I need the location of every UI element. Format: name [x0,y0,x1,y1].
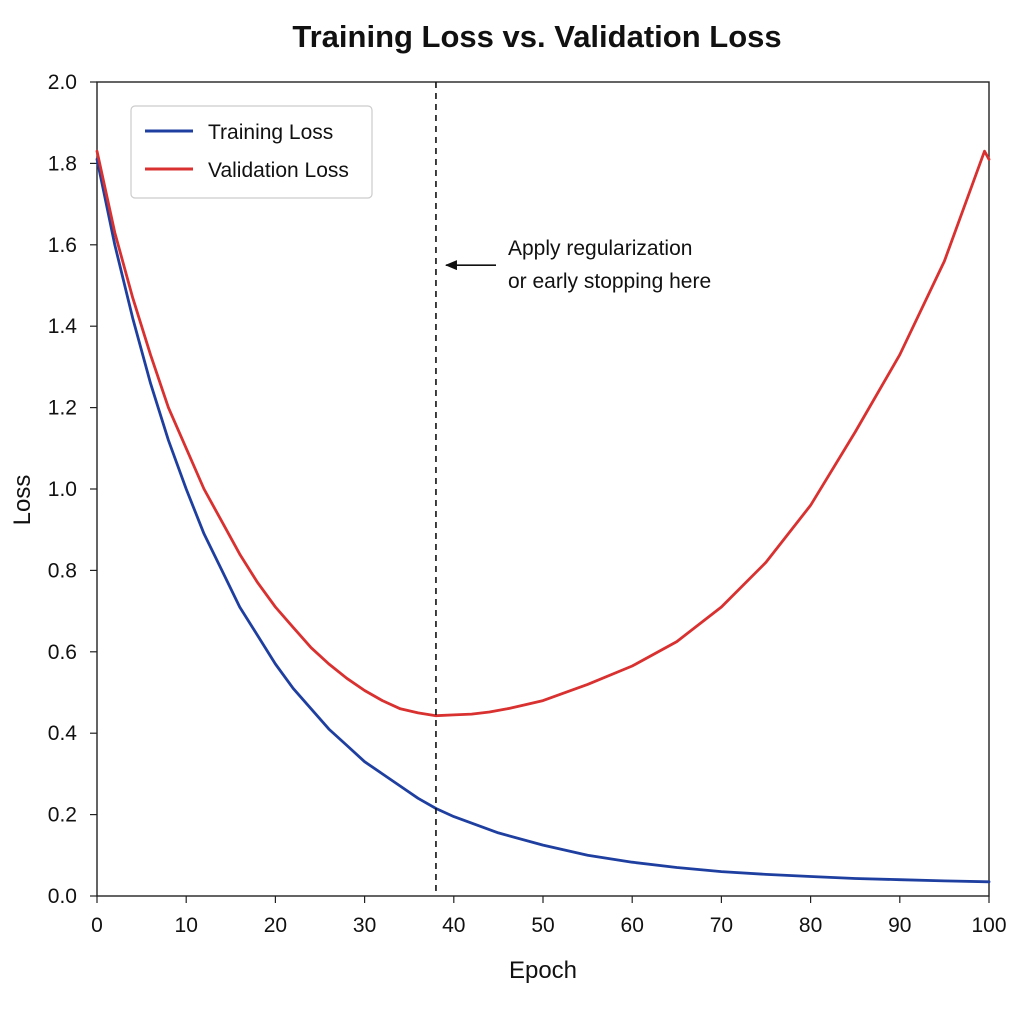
x-tick-label: 10 [175,914,198,937]
y-tick-label: 1.0 [48,478,77,501]
x-tick-label: 30 [353,914,376,937]
plot-area [96,81,990,897]
y-axis-label: Loss [9,475,36,526]
x-tick-label: 100 [971,914,1006,937]
x-tick-label: 60 [621,914,644,937]
chart-title: Training Loss vs. Validation Loss [292,19,781,54]
series-layer [95,149,991,884]
x-tick-label: 0 [91,914,103,937]
y-tick-label: 2.0 [48,71,77,94]
annotation-line-1: Apply regularization [508,237,692,260]
annotation-line-2: or early stopping here [508,270,711,293]
validation-loss-line [95,149,991,718]
annotation: Apply regularization or early stopping h… [444,237,711,293]
y-tick-label: 0.6 [48,641,77,664]
x-tick-label: 90 [888,914,911,937]
y-tick-label: 1.2 [48,397,77,420]
y-tick-label: 1.4 [48,315,78,338]
x-tick-label: 70 [710,914,733,937]
legend-label-validation: Validation Loss [208,159,349,182]
x-tick-label: 80 [799,914,822,937]
y-axis: 0.0 0.2 0.4 0.6 0.8 1.0 1.2 1.4 1.6 1.8 2.0 [48,71,97,908]
y-tick-label: 1.6 [48,234,77,257]
y-tick-label: 0.4 [48,722,78,745]
x-tick-label: 40 [442,914,465,937]
y-tick-label: 1.8 [48,152,77,175]
y-tick-label: 0.8 [48,559,77,582]
y-tick-label: 0.0 [48,885,77,908]
y-tick-label: 0.2 [48,804,77,827]
x-tick-label: 50 [531,914,554,937]
x-tick-label: 20 [264,914,287,937]
x-axis-label: Epoch [509,957,577,984]
x-axis: 0 10 20 30 40 50 60 70 80 90 100 [91,896,1007,937]
legend-box [130,105,373,199]
legend-label-training: Training Loss [208,121,333,144]
plot-frame [96,81,990,897]
legend: Training Loss Validation Loss [130,105,373,199]
training-loss-line [95,157,991,884]
